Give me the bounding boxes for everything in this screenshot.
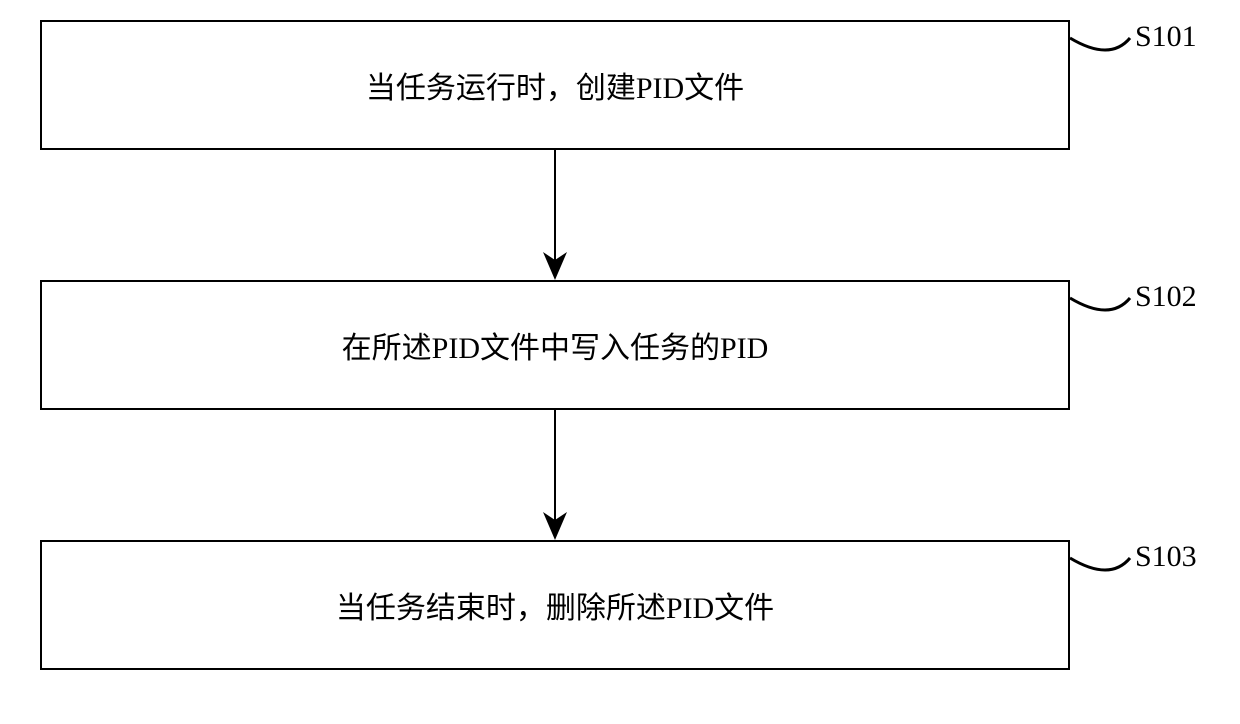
flowchart-container: 当任务运行时，创建PID文件 S101 在所述PID文件中写入任务的PID S1… bbox=[40, 20, 1200, 710]
arrow-2 bbox=[40, 20, 1200, 710]
